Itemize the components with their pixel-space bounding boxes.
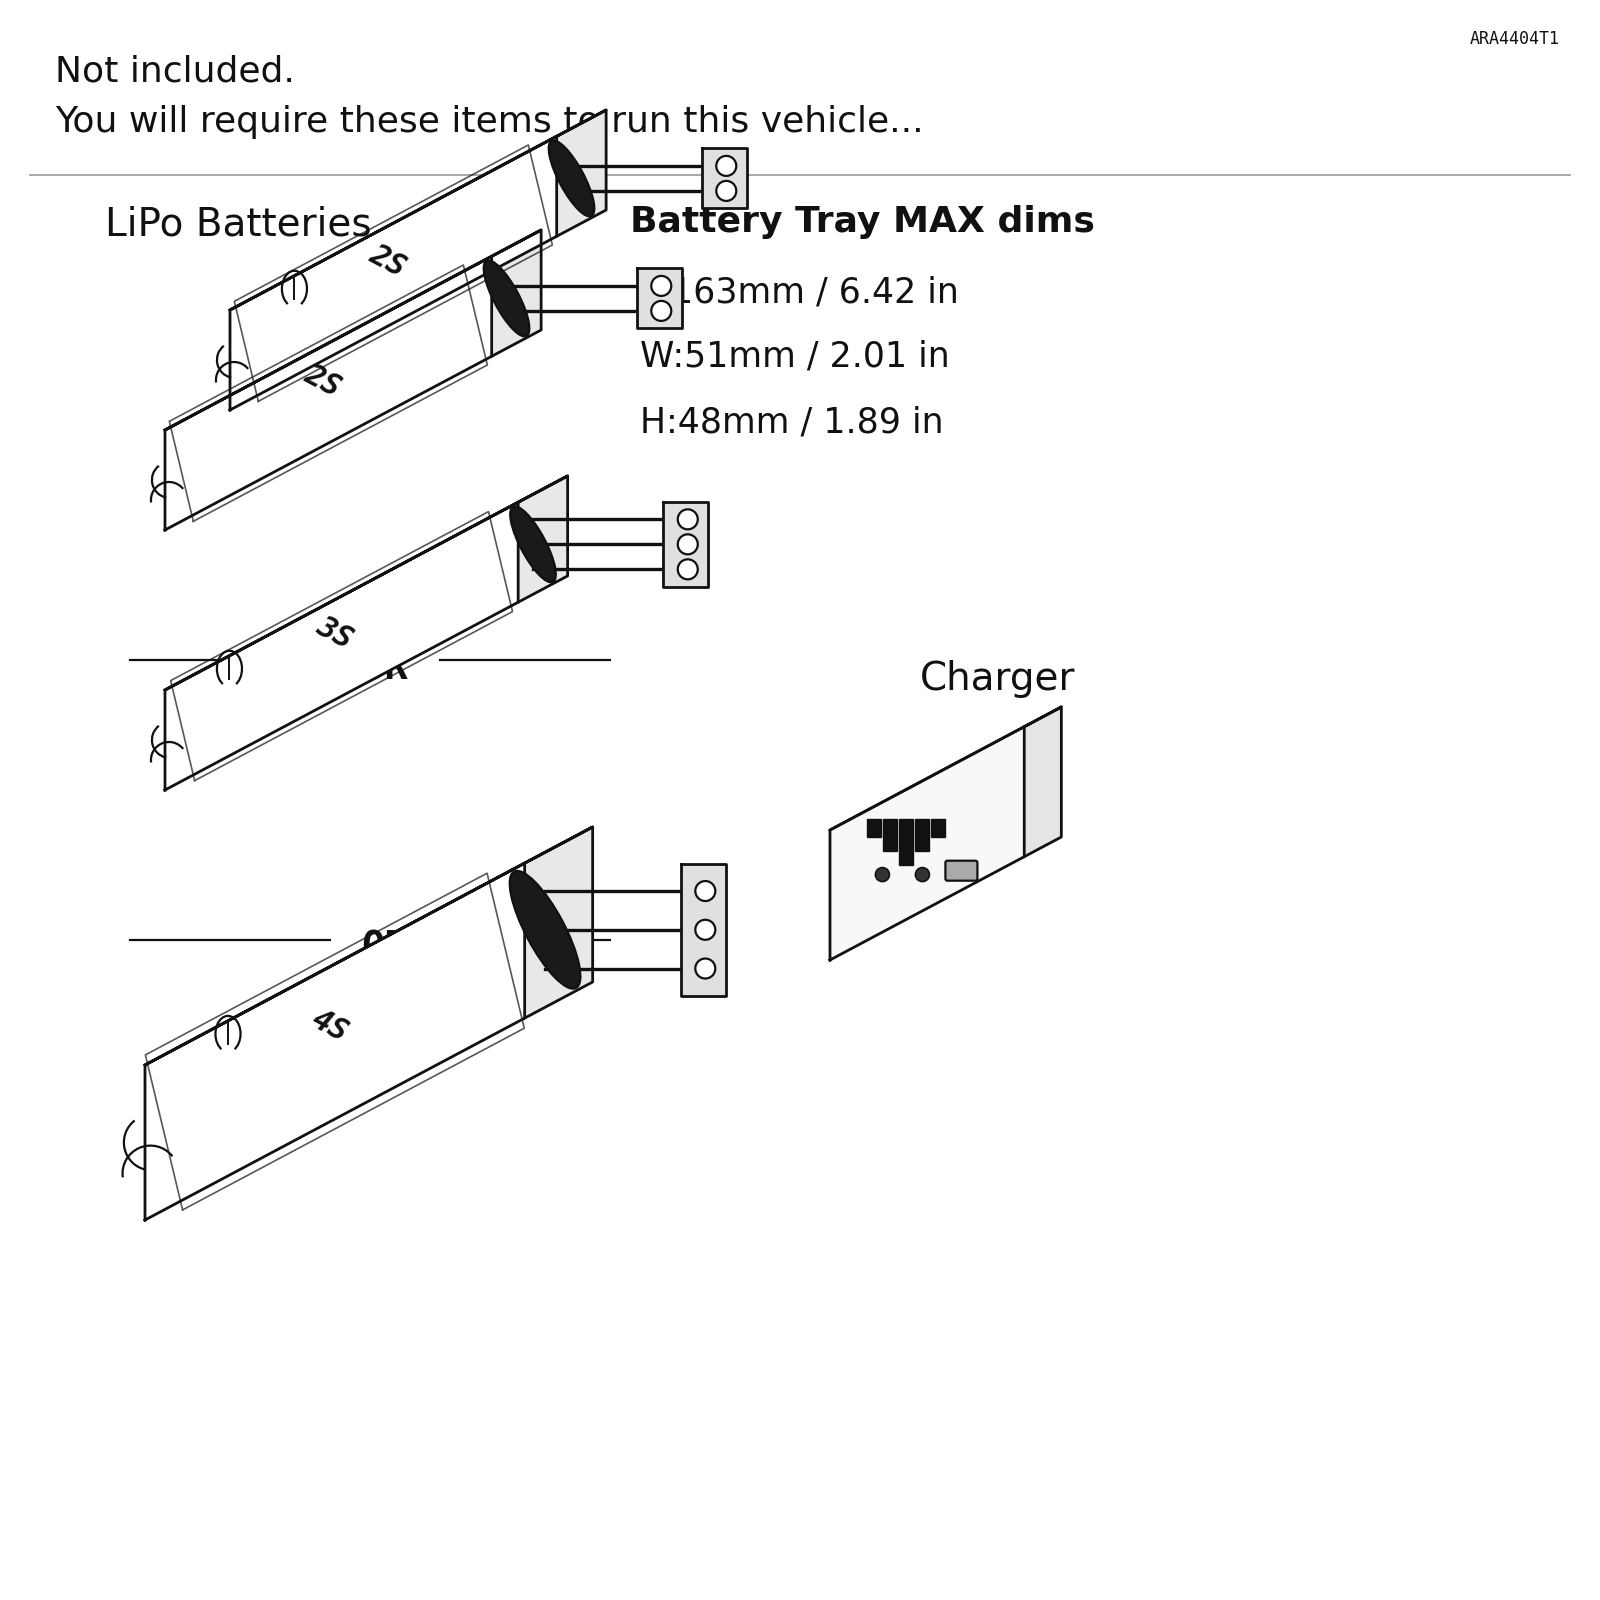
Polygon shape [518, 475, 568, 602]
Circle shape [875, 867, 890, 882]
Ellipse shape [483, 261, 530, 336]
Ellipse shape [510, 506, 555, 582]
Circle shape [696, 920, 715, 939]
Polygon shape [165, 475, 568, 690]
Text: 4S: 4S [307, 1005, 354, 1046]
Polygon shape [165, 256, 491, 530]
Polygon shape [146, 862, 525, 1219]
FancyBboxPatch shape [946, 861, 978, 880]
Text: OR: OR [362, 650, 408, 686]
Polygon shape [915, 819, 930, 851]
Text: ARA4404T1: ARA4404T1 [1470, 30, 1560, 48]
Text: Charger: Charger [920, 659, 1075, 698]
Polygon shape [1024, 707, 1061, 856]
Text: W:51mm / 2.01 in: W:51mm / 2.01 in [640, 341, 950, 374]
Polygon shape [931, 819, 946, 837]
Circle shape [717, 181, 736, 202]
Polygon shape [883, 819, 898, 851]
Polygon shape [557, 110, 606, 237]
Text: LiPo Batteries: LiPo Batteries [106, 205, 371, 243]
Polygon shape [830, 707, 1061, 830]
Polygon shape [165, 230, 541, 430]
Text: 2S: 2S [299, 360, 346, 403]
Polygon shape [701, 149, 747, 208]
Circle shape [651, 275, 672, 296]
Circle shape [696, 958, 715, 979]
Polygon shape [899, 819, 914, 866]
Polygon shape [680, 864, 725, 995]
Text: 2S: 2S [365, 240, 411, 283]
Circle shape [678, 534, 698, 554]
Text: L:163mm / 6.42 in: L:163mm / 6.42 in [640, 275, 958, 309]
Polygon shape [830, 726, 1024, 960]
Ellipse shape [549, 141, 594, 216]
Circle shape [678, 560, 698, 579]
Circle shape [678, 509, 698, 530]
Text: Not included.: Not included. [54, 54, 294, 90]
Text: You will require these items to run this vehicle...: You will require these items to run this… [54, 106, 923, 139]
Text: 3S: 3S [312, 613, 358, 654]
Ellipse shape [510, 870, 581, 989]
Circle shape [651, 301, 672, 322]
Polygon shape [491, 230, 541, 357]
Text: OR: OR [362, 930, 408, 966]
Circle shape [915, 867, 930, 882]
Text: Battery Tray MAX dims: Battery Tray MAX dims [630, 205, 1094, 238]
Polygon shape [662, 502, 709, 587]
Polygon shape [637, 269, 682, 328]
Polygon shape [165, 502, 518, 790]
Polygon shape [230, 110, 606, 310]
Circle shape [717, 155, 736, 176]
Polygon shape [230, 136, 557, 410]
Polygon shape [867, 819, 882, 837]
Circle shape [696, 882, 715, 901]
Polygon shape [146, 827, 592, 1066]
Text: H:48mm / 1.89 in: H:48mm / 1.89 in [640, 405, 944, 438]
Polygon shape [525, 827, 592, 1018]
